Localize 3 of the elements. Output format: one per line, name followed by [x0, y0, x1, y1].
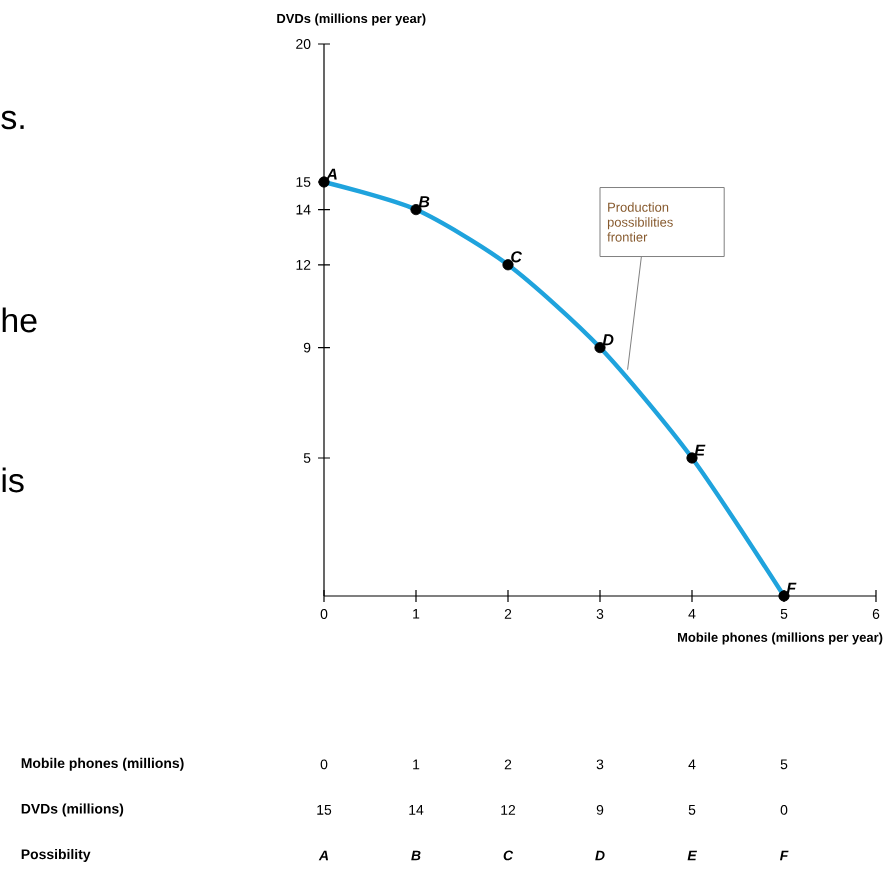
text: s.	[1, 110, 24, 130]
text: is	[2, 467, 24, 493]
text: he	[2, 307, 37, 333]
